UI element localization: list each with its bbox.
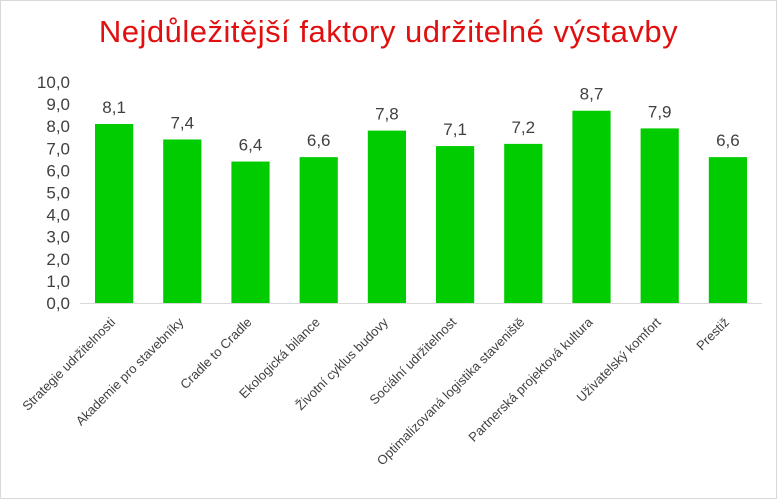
bar (231, 161, 270, 303)
bar (504, 143, 543, 303)
x-tick-label: Partnerská projektová kultura (465, 314, 596, 445)
y-tick-label: 1,0 (46, 272, 70, 291)
bar (299, 157, 338, 303)
bar (163, 139, 202, 303)
y-tick-label: 10,0 (37, 73, 70, 92)
data-labels: 8,1 7,4 6,4 6,6 7,8 7,1 7,2 8,7 7,9 6,6 (102, 85, 739, 155)
y-tick-label: 2,0 (46, 250, 70, 269)
data-label: 8,1 (102, 98, 126, 117)
data-label: 7,2 (511, 118, 535, 137)
y-tick-label: 9,0 (46, 95, 70, 114)
y-tick-label: 7,0 (46, 139, 70, 158)
data-label: 6,6 (307, 131, 331, 150)
data-label: 7,4 (170, 113, 194, 132)
data-label: 6,4 (239, 136, 263, 155)
x-tick-label: Optimalizovaná logistika staveniště (374, 315, 528, 469)
data-label: 8,7 (580, 85, 604, 104)
data-label: 7,1 (443, 120, 467, 139)
bar (95, 123, 134, 304)
bars (95, 110, 747, 304)
chart-title: Nejdůležitější faktory udržitelné výstav… (98, 14, 679, 49)
y-tick-label: 6,0 (46, 161, 70, 180)
y-tick-label: 8,0 (46, 117, 70, 136)
bar (708, 157, 747, 303)
data-label: 7,8 (375, 105, 399, 124)
bar (436, 146, 475, 303)
y-tick-label: 3,0 (46, 228, 70, 247)
bar (640, 128, 679, 303)
x-tick-label: Prestiž (693, 315, 732, 354)
y-tick-label: 0,0 (46, 294, 70, 313)
data-label: 7,9 (648, 102, 672, 121)
y-axis: 0,0 1,0 2,0 3,0 4,0 5,0 6,0 7,0 8,0 9,0 10,0 (37, 73, 70, 313)
data-label: 6,6 (716, 131, 740, 150)
bar (572, 110, 611, 303)
bar (367, 130, 406, 303)
y-tick-label: 5,0 (46, 184, 70, 203)
y-tick-label: 4,0 (46, 206, 70, 225)
x-tick-label: Cradle to Cradle (177, 315, 255, 393)
